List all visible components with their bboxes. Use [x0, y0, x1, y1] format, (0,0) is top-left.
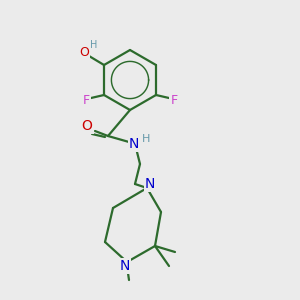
Text: H: H — [142, 134, 150, 144]
Text: O: O — [82, 119, 92, 133]
Text: N: N — [145, 177, 155, 191]
Text: F: F — [170, 94, 178, 106]
Text: N: N — [120, 259, 130, 273]
Text: H: H — [90, 40, 98, 50]
Text: O: O — [79, 46, 89, 59]
Text: N: N — [129, 137, 139, 151]
Text: F: F — [82, 94, 90, 106]
